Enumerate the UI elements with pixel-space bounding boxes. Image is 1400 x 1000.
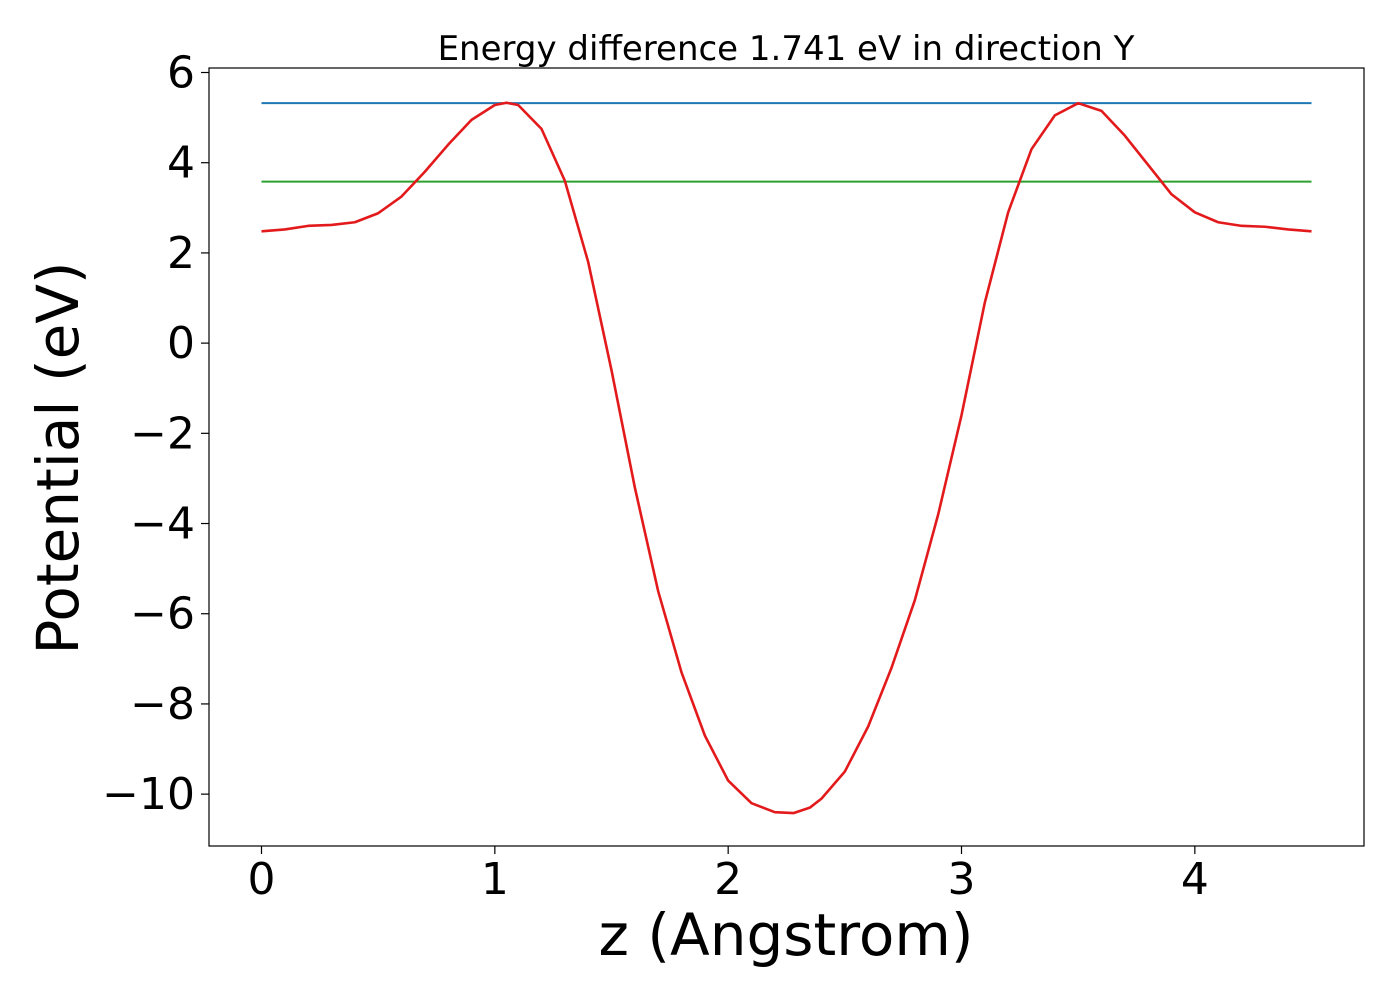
series-line-3 (261, 101, 1312, 815)
y-tick-label: 4 (167, 138, 195, 189)
x-axis-label: z (Angstrom) (599, 901, 974, 969)
y-axis-ticks: 6 4 2 0 −2 −4 −6 −8 −10 (102, 48, 209, 820)
y-tick-label: −4 (130, 499, 195, 550)
plot-area (261, 101, 1312, 815)
x-tick-label: 1 (481, 854, 509, 905)
x-tick-label: 0 (248, 854, 276, 905)
y-tick-label: −6 (130, 589, 195, 640)
y-tick-label: 0 (167, 318, 195, 369)
y-tick-label: 6 (167, 48, 195, 99)
y-axis-label: Potential (eV) (24, 261, 92, 654)
x-axis-ticks: 0 1 2 3 4 (248, 846, 1209, 905)
y-tick-label: −10 (102, 769, 195, 820)
x-tick-label: 2 (714, 854, 742, 905)
y-tick-label: −8 (130, 679, 195, 730)
plot-frame (208, 67, 1365, 847)
x-tick-label: 4 (1181, 854, 1209, 905)
x-tick-label: 3 (948, 854, 976, 905)
y-tick-label: 2 (167, 228, 195, 279)
y-tick-label: −2 (130, 408, 195, 459)
chart-title: Energy difference 1.741 eV in direction … (438, 29, 1135, 69)
